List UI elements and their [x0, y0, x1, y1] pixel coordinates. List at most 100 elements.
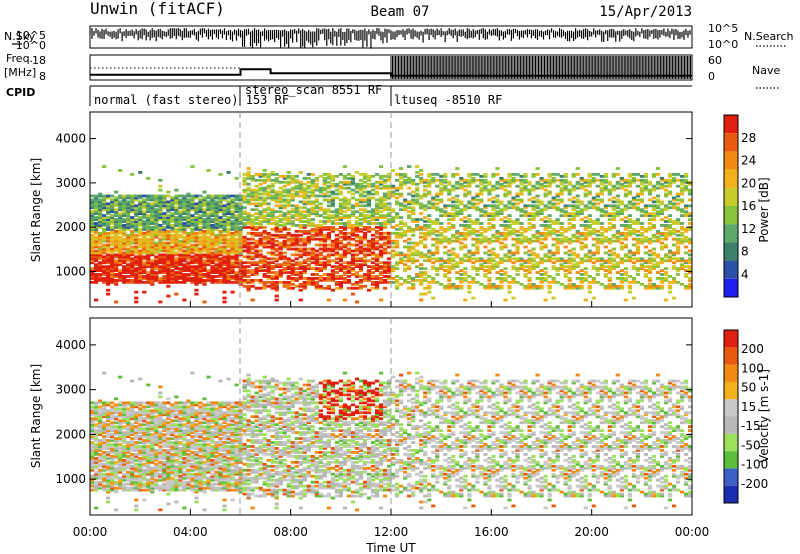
power-cell	[362, 204, 368, 208]
power-cell	[186, 208, 191, 212]
power-cell	[551, 178, 556, 182]
power-cell	[535, 231, 540, 235]
power-cell	[431, 198, 436, 202]
power-cell	[98, 278, 103, 282]
power-cell	[274, 196, 279, 200]
power-cell	[531, 200, 536, 204]
power-cell	[286, 194, 291, 198]
power-cell	[306, 259, 311, 263]
power-cell	[407, 192, 412, 196]
power-cell	[214, 255, 219, 259]
power-cell	[178, 277, 183, 280]
power-cell	[350, 214, 356, 218]
power-cell	[467, 200, 472, 204]
power-cell	[154, 251, 159, 255]
power-cell	[94, 269, 99, 272]
power-cell	[222, 220, 227, 223]
power-cell	[419, 178, 424, 182]
power-cell	[310, 261, 315, 265]
power-cell	[202, 235, 207, 239]
power-cell	[487, 265, 492, 269]
power-cell	[202, 237, 207, 241]
power-cell	[162, 267, 167, 271]
power-cell	[595, 173, 600, 176]
power-cell	[326, 194, 331, 198]
power-cell	[555, 198, 560, 202]
power-cell	[338, 180, 344, 184]
power-cell	[587, 200, 592, 204]
power-cell	[483, 227, 488, 231]
power-cell	[98, 277, 103, 280]
power-cell	[186, 204, 191, 208]
power-cell	[90, 257, 95, 261]
power-cell	[246, 174, 251, 178]
power-cell	[471, 296, 476, 300]
power-cell	[362, 210, 368, 214]
power-cell	[314, 286, 319, 290]
power-cell	[238, 253, 243, 257]
power-cell	[403, 198, 408, 202]
power-cell	[262, 208, 267, 212]
power-cell	[366, 245, 372, 249]
power-cell	[439, 192, 444, 196]
power-cell	[547, 280, 552, 284]
power-cell	[423, 208, 428, 212]
power-cell	[166, 255, 171, 259]
power-cell	[395, 173, 400, 176]
power-cell	[583, 243, 588, 247]
power-cell	[238, 278, 243, 282]
power-cell	[507, 182, 512, 186]
power-cell	[138, 251, 143, 255]
power-cell	[395, 188, 400, 192]
power-cell	[166, 247, 171, 251]
power-cell	[122, 220, 127, 223]
power-cell	[535, 194, 540, 198]
power-cell	[611, 174, 616, 178]
power-cell	[230, 239, 235, 243]
power-cell	[358, 178, 364, 182]
power-cell	[214, 237, 219, 241]
power-cell	[90, 206, 95, 210]
power-cell	[302, 216, 307, 219]
power-cell	[166, 294, 171, 298]
power-cell	[198, 247, 203, 251]
power-cell	[354, 233, 360, 237]
power-cell	[527, 222, 532, 225]
power-cell	[527, 265, 532, 269]
power-cell	[274, 284, 279, 288]
power-cell	[146, 231, 151, 235]
power-cell	[555, 184, 560, 188]
power-cell	[475, 178, 480, 182]
power-cell	[214, 275, 219, 278]
power-cell	[134, 224, 139, 227]
power-cell	[266, 176, 271, 180]
power-cell	[451, 267, 456, 271]
power-cell	[346, 224, 352, 227]
power-cell	[407, 280, 412, 284]
power-cell	[298, 261, 303, 265]
power-cell	[555, 273, 560, 276]
power-cell	[370, 196, 376, 200]
power-cell	[206, 196, 211, 200]
power-cell	[330, 273, 335, 276]
power-cell	[431, 220, 436, 223]
power-cell	[411, 178, 416, 182]
power-cell	[198, 227, 203, 231]
power-cell	[110, 220, 115, 223]
power-cell	[499, 218, 504, 221]
power-cell	[246, 198, 251, 202]
power-cell	[447, 253, 452, 257]
power-cell	[495, 214, 500, 218]
power-cell	[282, 233, 287, 237]
power-cell	[298, 255, 303, 259]
power-cell	[286, 182, 291, 186]
power-cell	[134, 273, 139, 276]
power-cell	[354, 239, 360, 243]
power-cell	[419, 263, 424, 267]
power-cell	[142, 202, 147, 206]
power-cell	[338, 202, 344, 206]
power-cell	[539, 176, 544, 180]
power-cell	[250, 271, 255, 274]
power-cell	[250, 298, 255, 302]
power-cell	[342, 273, 348, 276]
